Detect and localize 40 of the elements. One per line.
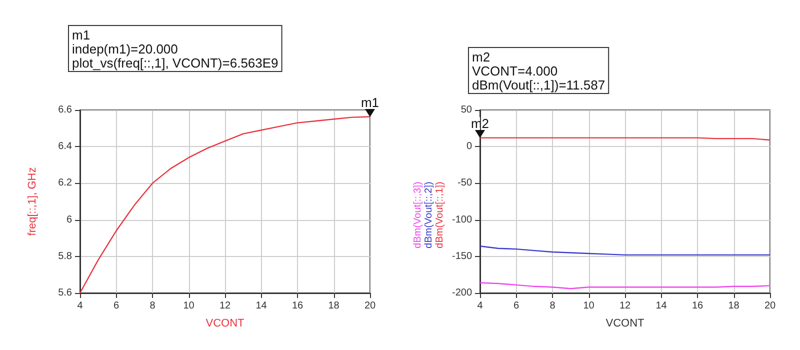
x-tick-label: 6 [113, 300, 120, 312]
y-tick-label: 0 [466, 141, 472, 152]
y-tick-label: 5.8 [58, 250, 72, 262]
x-tick-label: 14 [256, 300, 268, 312]
text: dBm(Vout[::,2]) [424, 182, 434, 248]
x-axis-title: VCONT [206, 318, 245, 330]
x-tick-label: 12 [619, 300, 631, 312]
text: dBm(Vout[::,3]) [412, 182, 424, 248]
y-tick-label: 6 [66, 214, 72, 226]
y-tick-label: -50 [458, 178, 472, 189]
x-tick-label: 4 [77, 300, 84, 312]
annotation: m1 [360, 94, 380, 110]
x-tick-label: 6 [513, 300, 520, 312]
y-tick-label: 6.4 [58, 141, 72, 152]
y-tick-label: -100 [452, 214, 472, 226]
x-tick-label: 8 [550, 300, 556, 312]
x-tick-label: 16 [292, 300, 304, 312]
x-tick-label: 16 [692, 300, 704, 312]
x-tick-label: 10 [183, 300, 195, 312]
x-tick-label: 18 [328, 300, 340, 312]
x-axis-title: VCONT [606, 318, 645, 330]
text: m2 VCONT=4.000 dBm(Vout[::,1])=11.587 [472, 50, 606, 92]
text: m1 indep(m1)=20.000 plot_vs(freq[::,1], VCONT)=6.563E9 [72, 28, 278, 70]
x-tick-label: 14 [656, 300, 668, 312]
y-axis-title: freq[::,1], GHz [26, 167, 38, 236]
x-tick-label: 4 [477, 300, 484, 312]
y-tick-label: 6.6 [58, 104, 72, 116]
x-tick-label: 12 [219, 300, 231, 312]
line-series [479, 246, 771, 256]
x-tick-label: 20 [764, 300, 776, 312]
y-tick-label: 6.2 [58, 178, 72, 189]
y-tick-label: -150 [452, 250, 472, 262]
y-tick-label: -200 [452, 288, 472, 298]
x-tick-label: 10 [583, 300, 595, 312]
x-tick-label: 18 [728, 300, 740, 312]
text: dBm(Vout[::,1]) [434, 182, 446, 248]
x-tick-label: 20 [364, 300, 376, 312]
x-tick-label: 8 [150, 300, 156, 312]
y-tick-label: 5.6 [58, 288, 72, 298]
y-tick-label: 50 [460, 104, 472, 116]
